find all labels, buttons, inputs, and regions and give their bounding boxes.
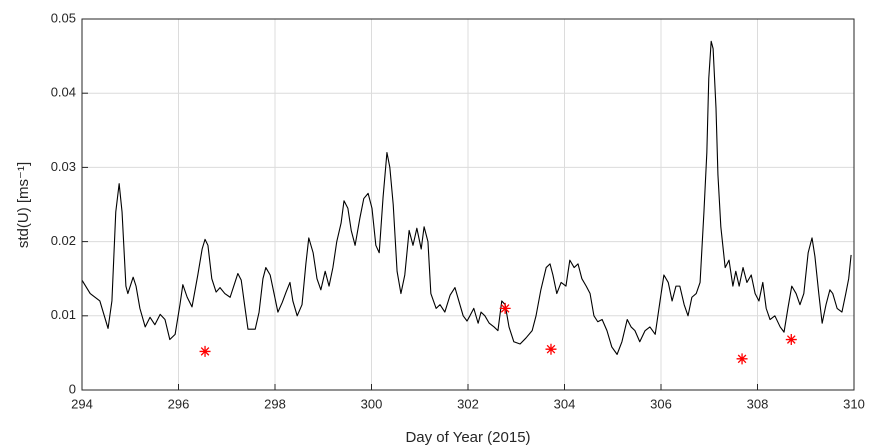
x-tick-label: 302 bbox=[457, 396, 479, 411]
x-tick-label: 306 bbox=[650, 396, 672, 411]
star-marker bbox=[785, 334, 797, 346]
y-tick-label: 0.03 bbox=[51, 159, 76, 174]
x-tick-label: 310 bbox=[843, 396, 865, 411]
y-tick-label: 0.04 bbox=[51, 85, 76, 100]
star-marker bbox=[199, 345, 211, 357]
x-tick-label: 294 bbox=[71, 396, 93, 411]
y-axis-label: std(U) [ms⁻¹] bbox=[15, 162, 32, 248]
y-tick-label: 0.02 bbox=[51, 233, 76, 248]
x-tick-label: 304 bbox=[554, 396, 576, 411]
x-tick-label: 296 bbox=[168, 396, 190, 411]
plot-layer bbox=[81, 40, 852, 365]
y-tick-label: 0.05 bbox=[51, 10, 76, 25]
label-layer: 294 296 298 300 302 304 306 308 310 0 0.01 0.02 0.03… bbox=[51, 10, 865, 411]
data-line bbox=[81, 40, 852, 355]
star-marker bbox=[499, 302, 511, 314]
x-tick-label: 300 bbox=[361, 396, 383, 411]
star-marker bbox=[736, 353, 748, 365]
x-tick-label: 298 bbox=[264, 396, 286, 411]
y-tick-label: 0.01 bbox=[51, 307, 76, 322]
y-tick-label: 0 bbox=[69, 381, 76, 396]
star-marker bbox=[545, 343, 557, 355]
x-tick-label: 308 bbox=[747, 396, 769, 411]
x-axis-label: Day of Year (2015) bbox=[405, 429, 530, 446]
